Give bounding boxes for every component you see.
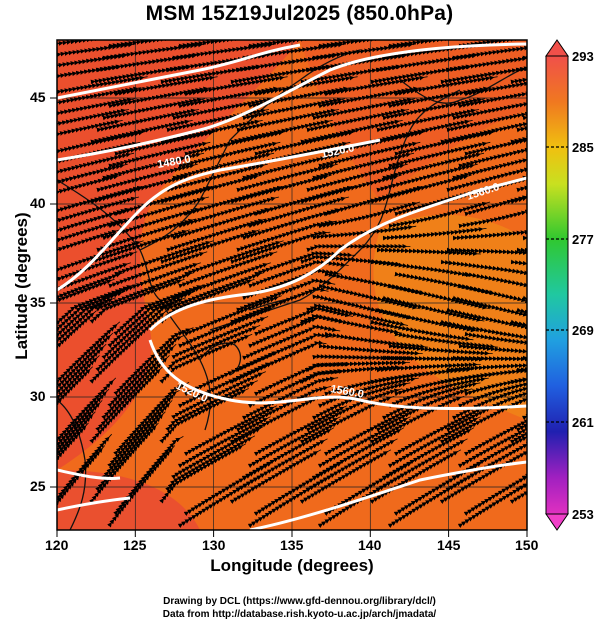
colorbar-tick-label: 269 [572,323,594,338]
streamline [57,366,93,444]
streamline [452,355,527,362]
credit-drawing: Drawing by DCL (https://www.gfd-dennou.o… [163,596,436,607]
contour-line [57,496,131,512]
streamline [446,247,527,256]
colorbar-top-arrow [545,39,569,57]
streamline [529,33,599,46]
x-tick-label: 145 [437,537,461,553]
x-tick-label: 135 [280,537,304,553]
contour-line [249,460,527,530]
streamline [464,331,527,349]
streamline [458,343,527,356]
y-tick-marks [50,97,57,488]
streamline [464,271,527,295]
x-tick-label: 120 [45,537,69,553]
contour-line [57,138,381,292]
credit-data: Data from http://database.rish.kyoto-u.a… [162,609,437,620]
colorbar-tick-label: 253 [572,507,594,522]
y-tick-label: 40 [30,195,46,211]
contour-label: 1560.0 [329,383,364,401]
y-axis-label: Latitude (degrees) [12,212,31,360]
colorbar-bottom-arrow [545,513,569,531]
contour-line [148,176,527,332]
colorbar [545,39,569,531]
y-tick-label: 25 [30,478,46,494]
streamline [57,445,106,528]
y-tick-label: 45 [30,89,46,105]
colorbar-gradient [545,55,569,515]
colorbar-tick-label: 285 [572,140,594,155]
contour-label: 1480.0 [156,153,191,171]
chart-title: MSM 15Z19Jul2025 (850.0hPa) [145,2,454,25]
height-contours [57,42,527,530]
x-tick-label: 150 [515,537,539,553]
contour-line [57,42,527,162]
x-tick-label: 140 [358,537,382,553]
colorbar-tick-label: 293 [572,49,594,64]
y-tick-label: 30 [30,388,46,404]
x-tick-marks [56,530,528,537]
streamline [452,227,527,241]
streamline [458,201,527,229]
contour-line [57,43,301,100]
contour-line [57,468,121,480]
streamlines [57,33,599,528]
x-tick-label: 125 [123,537,147,553]
y-tick-label: 35 [30,294,46,310]
x-axis-label: Longitude (degrees) [210,556,374,575]
streamline [57,422,89,504]
colorbar-tick-labels: 293 285 277 269 261 253 [572,49,594,522]
colorbar-tick-label: 277 [572,232,594,247]
x-tick-label: 130 [202,537,226,553]
streamline [107,445,176,528]
colorbar-tick-label: 261 [572,415,594,430]
streamline [457,473,527,528]
contour-line [148,339,527,410]
